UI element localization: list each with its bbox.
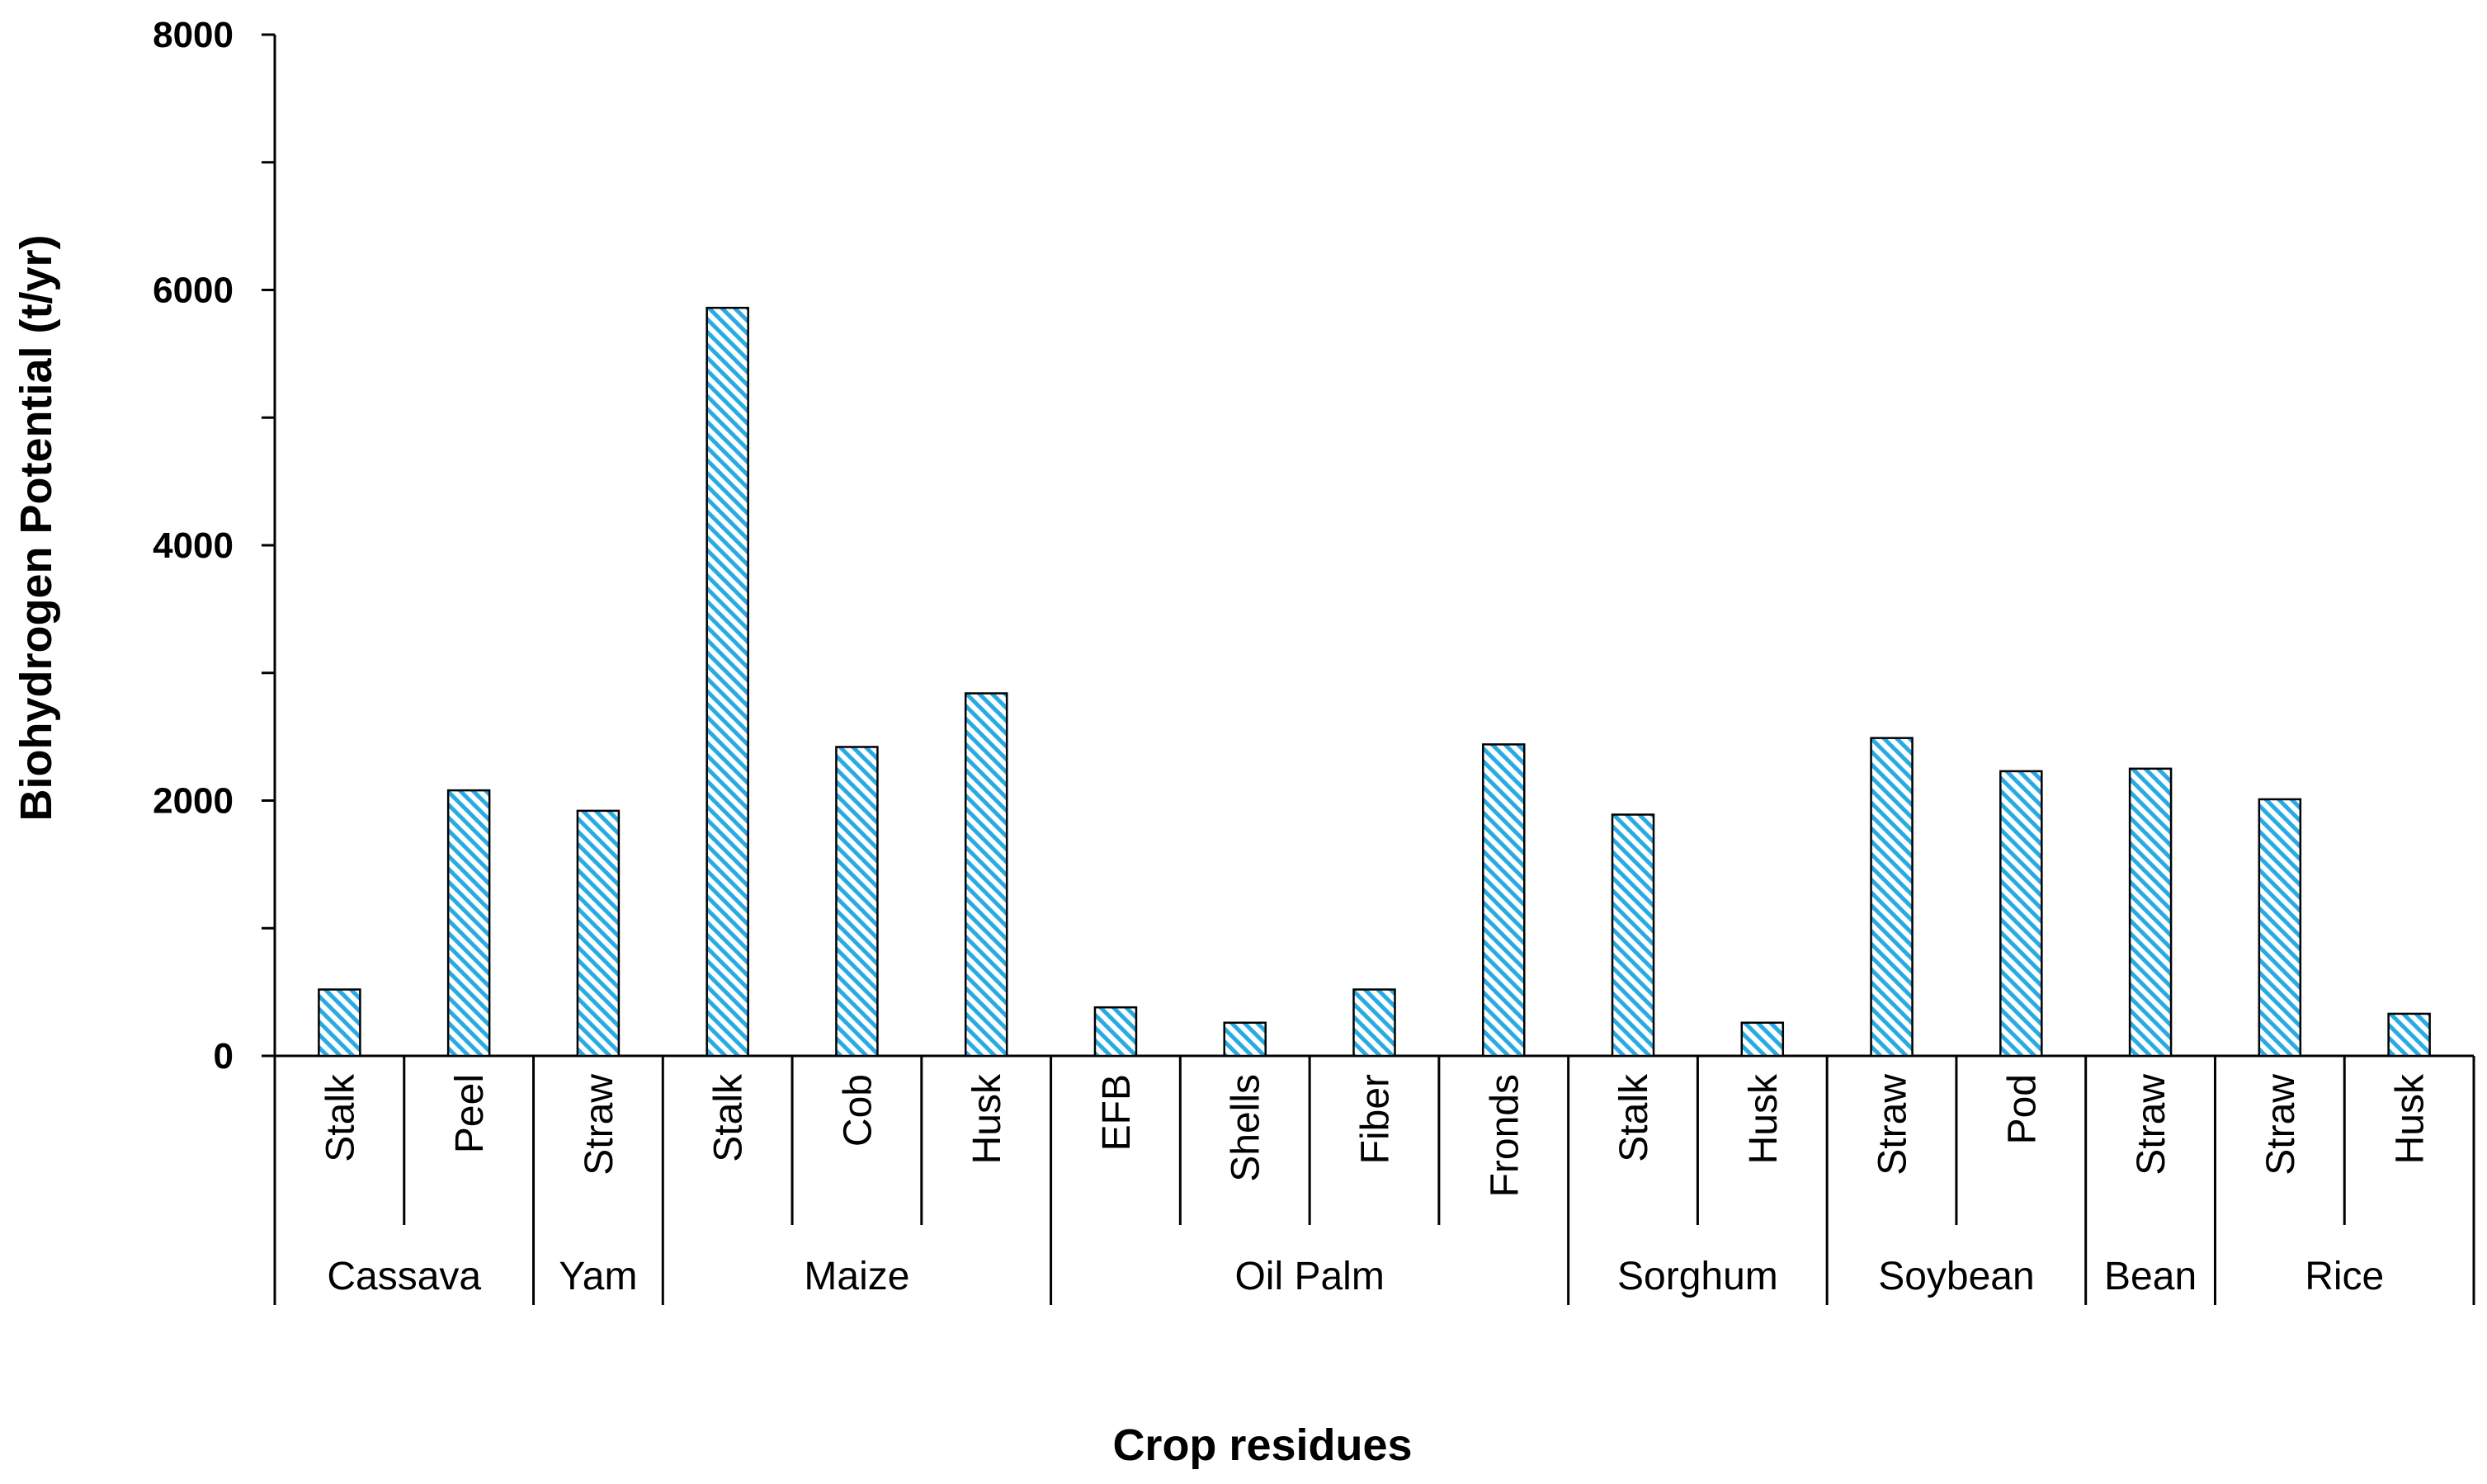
x-axis-title: Crop residues	[1112, 1420, 1412, 1470]
bar	[1093, 1006, 1138, 1058]
category-label: Stalk	[319, 1073, 362, 1162]
bar	[1740, 1021, 1785, 1058]
category-label: Fronds	[1483, 1074, 1527, 1197]
category-label: Husk	[965, 1073, 1009, 1164]
bar	[1611, 813, 1655, 1058]
bar	[2258, 798, 2302, 1058]
y-tick-label: 0	[214, 1036, 234, 1076]
category-label: Straw	[578, 1074, 621, 1175]
category-label: EFB	[1095, 1074, 1139, 1151]
bar	[706, 306, 749, 1058]
category-label: Husk	[1742, 1073, 1786, 1164]
group-label: Cassava	[327, 1255, 481, 1298]
bar	[2128, 767, 2173, 1058]
bar	[835, 746, 879, 1058]
bar	[1482, 743, 1526, 1058]
bar	[964, 692, 1008, 1058]
category-label: Straw	[2259, 1074, 2303, 1175]
category-label: Fiber	[1354, 1074, 1398, 1164]
bar	[2387, 1012, 2431, 1058]
category-label: Pod	[2000, 1074, 2044, 1144]
category-label: Cob	[836, 1074, 880, 1147]
y-axis-title: Biohydrogen Potential (t/yr)	[12, 234, 61, 821]
bar	[318, 988, 361, 1058]
bar	[1352, 988, 1396, 1058]
category-label: Husk	[2389, 1073, 2433, 1164]
bar	[576, 809, 621, 1058]
category-label: Stalk	[707, 1073, 751, 1162]
y-tick-label: 8000	[153, 15, 234, 55]
bar	[1999, 770, 2043, 1058]
group-label: Sorghum	[1617, 1255, 1778, 1298]
category-label: Straw	[2130, 1074, 2173, 1175]
group-label: Oil Palm	[1234, 1255, 1384, 1298]
group-label: Soybean	[1878, 1255, 2035, 1298]
group-label: Maize	[804, 1255, 909, 1298]
category-label: Shells	[1225, 1074, 1268, 1182]
y-tick-label: 4000	[153, 525, 234, 566]
category-label: Stalk	[1612, 1073, 1656, 1162]
y-tick-label: 2000	[153, 781, 234, 822]
category-label: Straw	[1871, 1074, 1915, 1175]
group-label: Yam	[559, 1255, 637, 1298]
category-label: Peel	[448, 1074, 492, 1153]
group-label: Bean	[2104, 1255, 2197, 1298]
group-label: Rice	[2305, 1255, 2384, 1298]
bar	[1223, 1021, 1267, 1058]
y-tick-label: 6000	[153, 271, 234, 311]
bar	[1870, 737, 1914, 1058]
bar	[446, 789, 491, 1058]
